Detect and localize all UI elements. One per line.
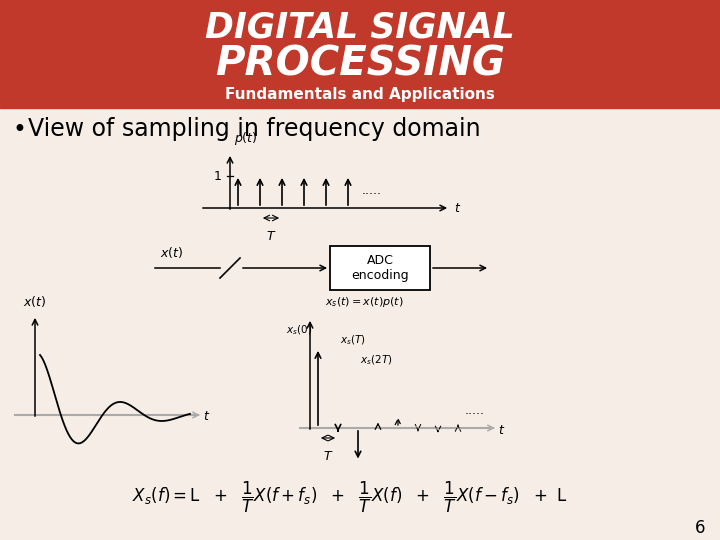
Text: 6: 6 bbox=[695, 519, 706, 537]
Text: $t$: $t$ bbox=[498, 423, 505, 436]
Text: encoding: encoding bbox=[351, 269, 409, 282]
Text: $T$: $T$ bbox=[323, 450, 333, 463]
Text: $t$: $t$ bbox=[203, 410, 210, 423]
Text: 1: 1 bbox=[214, 170, 222, 183]
Bar bbox=[330, 246, 430, 290]
Text: $x(t)$: $x(t)$ bbox=[160, 245, 184, 260]
Text: Fundamentals and Applications: Fundamentals and Applications bbox=[225, 86, 495, 102]
Text: .....: ..... bbox=[465, 403, 485, 416]
Bar bbox=[0, 0, 720, 108]
Text: $x_s(0)$: $x_s(0)$ bbox=[286, 323, 312, 337]
Text: $T$: $T$ bbox=[266, 230, 276, 243]
Text: •: • bbox=[12, 118, 26, 142]
Text: $x_s(t) = x(t)p(t)$: $x_s(t) = x(t)p(t)$ bbox=[325, 295, 404, 309]
Text: $x(t)$: $x(t)$ bbox=[23, 294, 46, 309]
Text: DIGITAL SIGNAL: DIGITAL SIGNAL bbox=[205, 11, 515, 45]
Text: $x_s(T)$: $x_s(T)$ bbox=[340, 333, 366, 347]
Text: $p(t)$: $p(t)$ bbox=[234, 130, 258, 147]
Text: View of sampling in frequency domain: View of sampling in frequency domain bbox=[28, 117, 481, 141]
Text: ADC: ADC bbox=[366, 253, 393, 267]
Text: .....: ..... bbox=[362, 184, 382, 197]
Text: $x_s(2T)$: $x_s(2T)$ bbox=[360, 353, 392, 367]
Text: $t$: $t$ bbox=[454, 201, 462, 214]
Text: $X_s(f) = \mathrm{L}\ \ +\ \ \dfrac{1}{T}X(f+f_s)\ \ +\ \ \dfrac{1}{T}X(f)\ \ +\: $X_s(f) = \mathrm{L}\ \ +\ \ \dfrac{1}{T… bbox=[132, 480, 567, 515]
Text: PROCESSING: PROCESSING bbox=[215, 44, 505, 84]
